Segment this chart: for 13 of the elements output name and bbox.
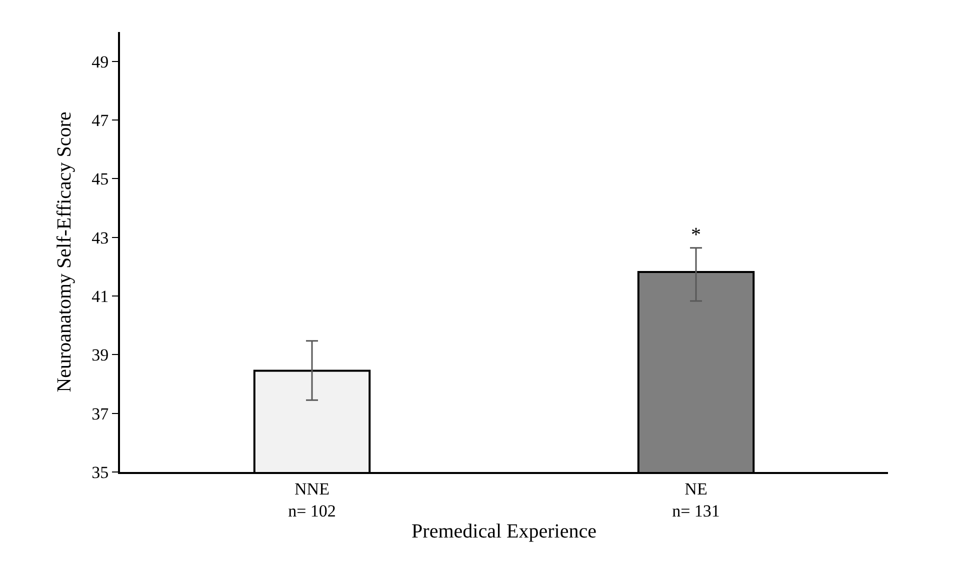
y-tick-label: 45 (92, 170, 109, 189)
y-axis-title: Neuroanatomy Self-Efficacy Score (54, 112, 76, 392)
y-tick-label: 43 (92, 228, 109, 248)
y-tick-label: 39 (92, 346, 109, 365)
y-tick-label: 49 (92, 52, 109, 72)
x-tick-label: NE n= 131 (672, 479, 720, 520)
x-axis-title: Premedical Experience (412, 520, 597, 542)
y-tick-label: 47 (92, 110, 110, 130)
y-tick-label: 37 (92, 404, 110, 424)
x-tick-label: NNE n= 102 (288, 479, 336, 520)
annotation: * (691, 224, 701, 246)
y-tick-label: 41 (92, 286, 109, 306)
y-tick-label: 35 (92, 462, 109, 482)
